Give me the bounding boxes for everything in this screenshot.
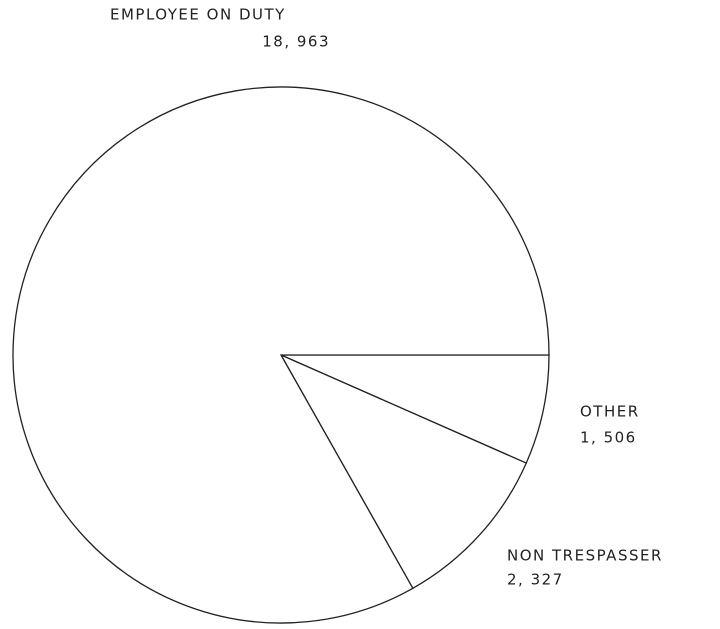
slice-label: NON TRESPASSER: [507, 547, 663, 565]
slice-label: OTHER: [580, 403, 640, 421]
pie-slice: [279, 353, 528, 590]
pie-slice: [280, 354, 550, 464]
slice-value-label: 18, 963: [262, 33, 330, 51]
slice-value-label: 1, 506: [580, 429, 637, 447]
pie-slice: [12, 86, 550, 624]
slice-label: EMPLOYEE ON DUTY: [110, 6, 286, 24]
slice-value-label: 2, 327: [507, 571, 564, 589]
